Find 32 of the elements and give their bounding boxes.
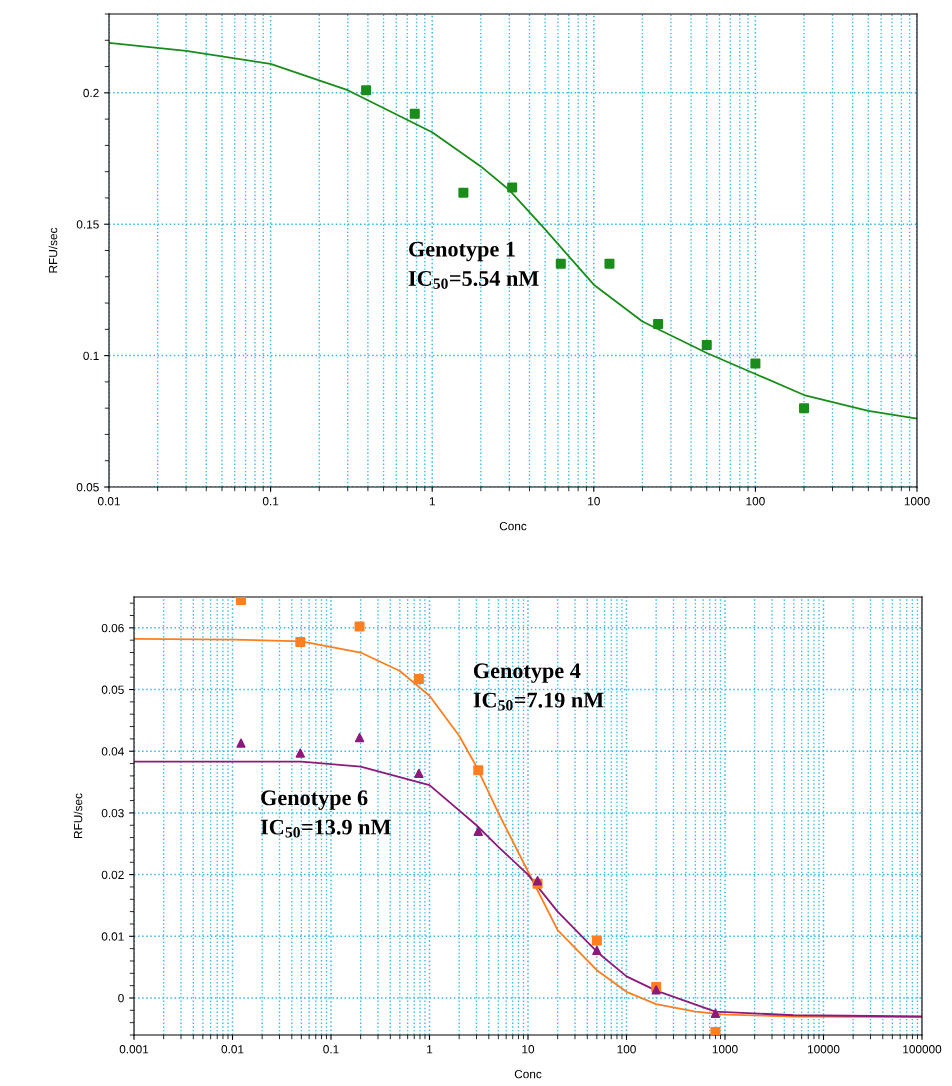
- x-tick-label: 1: [427, 1045, 433, 1054]
- y-tick-label: 0.2: [83, 88, 99, 98]
- y-tick-label: 0: [118, 994, 124, 1003]
- x-tick-label: 10: [522, 1045, 535, 1054]
- x-tick-label: 10000: [807, 1045, 840, 1054]
- x-tick-label: 100000: [903, 1045, 942, 1054]
- y-tick-label: 0.04: [101, 747, 124, 756]
- y-tick-label: 0.03: [101, 808, 124, 818]
- x-tick-label: 10: [588, 497, 600, 506]
- x-tick-label: 1: [429, 497, 435, 506]
- x-axis-title: Conc: [499, 521, 527, 531]
- y-axis-title: RFU/sec: [73, 793, 83, 838]
- y-tick-label: 0.06: [101, 623, 124, 633]
- y-tick-label: 0.02: [101, 870, 124, 879]
- annotation: Genotype 4 IC$_{50}$=7.19 nM: [473, 663, 604, 711]
- annotation: Genotype 1 IC$_{50}$=5.54 nM: [408, 241, 539, 289]
- y-tick-label: 0.1: [83, 351, 99, 361]
- x-tick-label: 0.1: [323, 1045, 339, 1054]
- x-axis-title: Conc: [514, 1069, 542, 1079]
- x-tick-label: 100: [617, 1045, 636, 1054]
- y-tick-label: 0.05: [76, 483, 99, 492]
- x-tick-label: 0.1: [262, 497, 279, 506]
- y-tick-label: 0.01: [101, 932, 124, 941]
- x-tick-label: 1000: [712, 1045, 738, 1054]
- annotation: Genotype 6 IC$_{50}$=13.9 nM: [260, 790, 391, 838]
- x-tick-label: 100: [746, 497, 765, 506]
- x-tick-label: 1000: [904, 497, 930, 506]
- y-axis-title: RFU/sec: [48, 227, 58, 273]
- x-tick-label: 0.001: [119, 1045, 149, 1054]
- y-tick-label: 0.05: [101, 685, 124, 694]
- y-tick-label: 0.15: [76, 220, 99, 229]
- x-tick-label: 0.01: [221, 1045, 244, 1054]
